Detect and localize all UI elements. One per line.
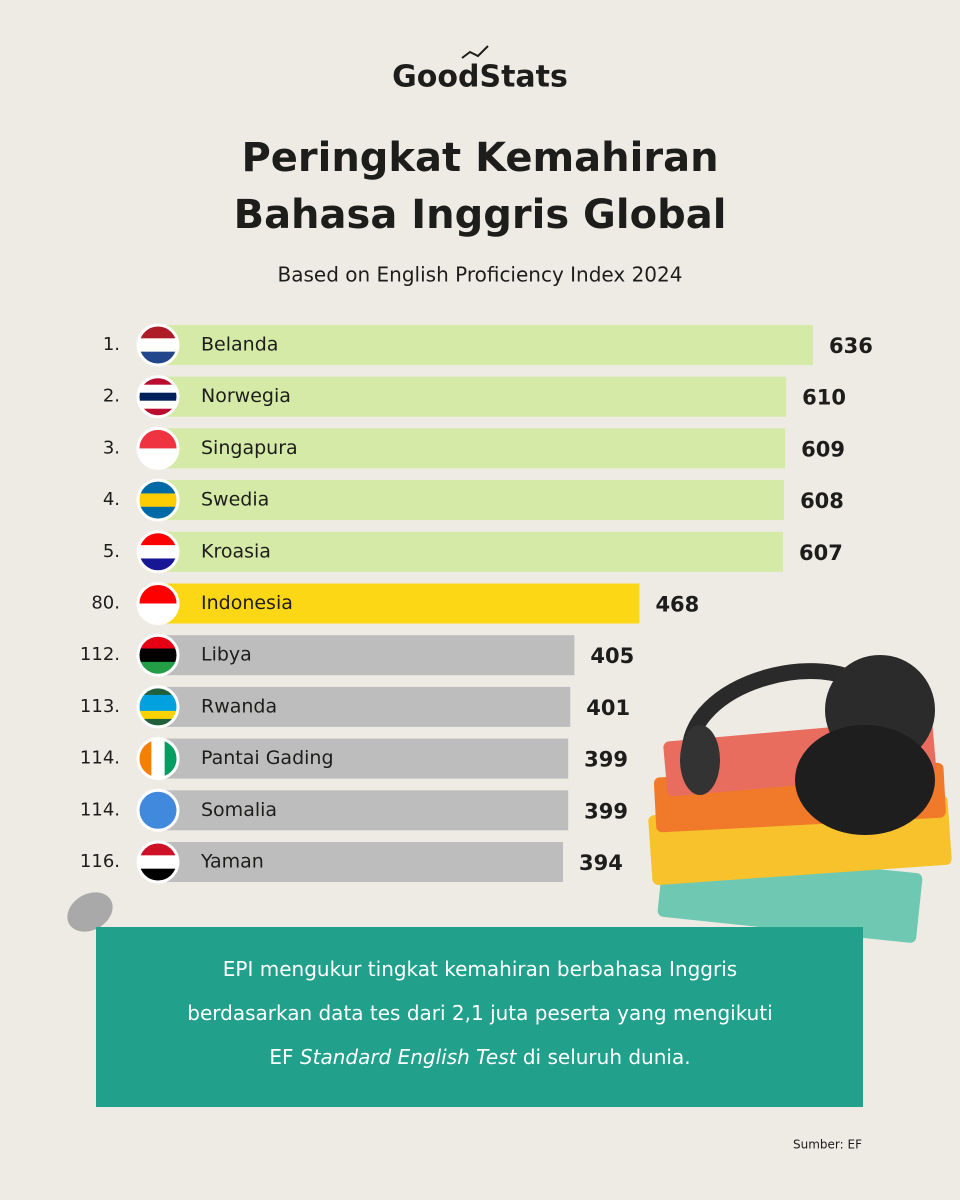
value-label: 401 — [586, 696, 630, 720]
note-text: berdasarkan data tes dari 2,1 juta peser… — [187, 1001, 773, 1025]
value-label: 607 — [799, 541, 843, 565]
rank-label: 114. — [80, 799, 120, 820]
category-label: Norwegia — [201, 385, 291, 407]
flag-stripe — [138, 428, 178, 449]
rank-label: 5. — [103, 541, 120, 562]
bar — [156, 635, 575, 676]
value-label: 399 — [584, 748, 628, 772]
note-text: di seluruh dunia. — [517, 1045, 691, 1069]
title-line: Peringkat Kemahiran — [241, 135, 718, 181]
bar — [156, 531, 784, 572]
source: Sumber: EF — [793, 1138, 862, 1152]
flag-stripe — [138, 648, 178, 663]
rank-label: 4. — [103, 489, 120, 510]
illustration — [648, 655, 952, 943]
rank-label: 3. — [103, 437, 120, 458]
flag-stripe — [138, 545, 178, 559]
value-label: 636 — [829, 334, 873, 358]
category-label: Pantai Gading — [201, 747, 334, 769]
flag-border — [136, 323, 180, 367]
flag — [138, 583, 178, 624]
bar — [156, 842, 564, 882]
flag-border — [136, 633, 180, 677]
flag-stripe — [138, 384, 178, 394]
note-box — [96, 927, 863, 1107]
category-label: Rwanda — [201, 695, 277, 717]
value-label: 608 — [800, 489, 844, 513]
category-label: Kroasia — [201, 540, 271, 562]
flag-border — [136, 582, 180, 625]
flag-border — [136, 840, 180, 884]
value-label: 399 — [584, 799, 628, 823]
flag — [138, 428, 178, 469]
note-text: EF — [269, 1045, 300, 1069]
title-line: Bahasa Inggris Global — [234, 192, 727, 238]
value-label: 609 — [801, 437, 845, 461]
category-label: Somalia — [201, 799, 277, 821]
value-label: 610 — [802, 386, 846, 410]
flag-border — [136, 478, 180, 522]
note-line: EF Standard English Test di seluruh duni… — [269, 1045, 690, 1069]
flag-stripe — [138, 376, 178, 386]
flag-stripe — [138, 702, 178, 712]
value-label: 468 — [655, 593, 699, 617]
category-label: Singapura — [201, 437, 298, 459]
category-label: Swedia — [201, 489, 269, 511]
category-label: Libya — [201, 644, 252, 666]
flag-border — [136, 737, 180, 781]
logo: GoodStats — [392, 60, 568, 95]
rank-label: 116. — [80, 851, 120, 872]
flag-stripe — [138, 718, 178, 727]
flag-stripe — [138, 448, 178, 469]
flag-stripe — [138, 583, 178, 604]
note-text: EPI mengukur tingkat kemahiran berbahasa… — [223, 957, 737, 981]
rank-label: 112. — [80, 644, 120, 665]
category-label: Yaman — [200, 851, 264, 873]
bar — [156, 738, 569, 779]
flag — [138, 686, 178, 727]
flag-stripe — [138, 400, 178, 410]
category-label: Indonesia — [201, 592, 293, 614]
logo-icon — [461, 45, 489, 59]
bar — [156, 480, 785, 521]
flag-stripe — [138, 408, 178, 417]
note-text: Standard English Test — [300, 1045, 518, 1069]
rank-label: 2. — [103, 386, 120, 407]
subtitle: Based on English Proficiency Index 2024 — [278, 263, 683, 287]
flag-stripe — [138, 710, 178, 720]
rank-label: 1. — [103, 334, 120, 355]
note-line: berdasarkan data tes dari 2,1 juta peser… — [187, 1001, 773, 1025]
flag-stripe — [151, 738, 166, 779]
rank-label: 113. — [80, 696, 120, 717]
flag-stripe — [138, 694, 178, 704]
bar — [156, 325, 813, 365]
flag-stripe — [138, 603, 178, 624]
rank-label: 114. — [80, 748, 120, 769]
note: EPI mengukur tingkat kemahiran berbahasa… — [187, 957, 773, 1069]
flag-border — [136, 530, 180, 574]
flag — [138, 376, 178, 417]
flag-border — [136, 426, 180, 470]
flag-border — [136, 788, 180, 832]
flag-stripe — [138, 338, 178, 353]
flag-border — [136, 375, 180, 419]
value-label: 405 — [590, 644, 634, 668]
category-label: Belanda — [201, 334, 278, 356]
flag-stripe — [138, 686, 178, 696]
bar — [156, 376, 787, 417]
note-line: EPI mengukur tingkat kemahiran berbahasa… — [223, 957, 737, 981]
flag-border — [136, 685, 180, 729]
flag-stripe — [138, 493, 178, 508]
flag-stripe — [138, 392, 178, 402]
bar — [156, 790, 569, 831]
bar — [156, 686, 571, 727]
value-label: 394 — [579, 851, 623, 875]
bar — [156, 428, 786, 469]
bar — [156, 583, 640, 624]
rank-label: 80. — [91, 593, 120, 614]
flag-stripe — [138, 855, 178, 870]
